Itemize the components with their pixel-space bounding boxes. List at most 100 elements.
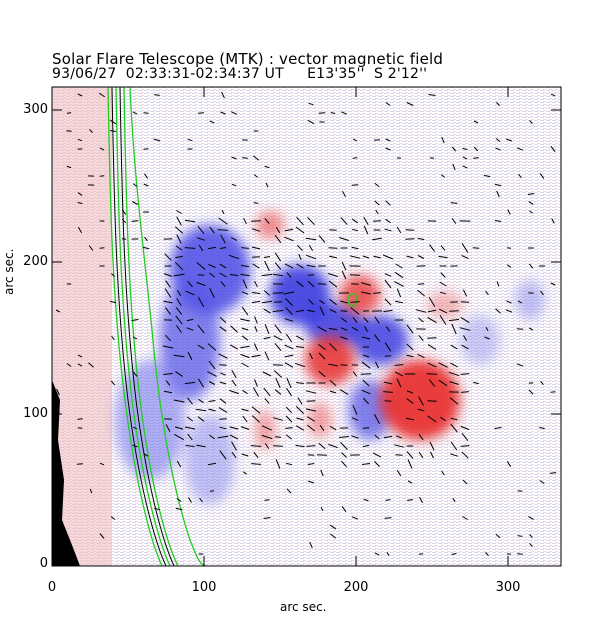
vector-tick xyxy=(528,201,534,205)
vector-tick xyxy=(251,246,261,250)
vector-tick xyxy=(186,318,194,322)
vector-tick xyxy=(163,300,173,304)
vector-tick xyxy=(261,434,273,440)
vector-tick xyxy=(341,460,347,468)
vector-tick xyxy=(484,336,490,340)
vector-tick xyxy=(460,425,470,431)
vector-tick xyxy=(243,217,247,225)
vector-tick xyxy=(473,381,479,385)
vector-tick xyxy=(438,379,448,387)
vector-tick xyxy=(264,398,270,404)
vector-tick xyxy=(462,516,468,520)
vector-tick xyxy=(306,400,316,402)
vector-tick xyxy=(352,316,358,324)
vector-tick xyxy=(163,273,173,277)
vector-tick xyxy=(207,462,217,466)
vector-tick xyxy=(550,145,556,153)
vector-tick xyxy=(176,498,182,502)
vector-tick xyxy=(516,363,524,367)
vector-tick xyxy=(285,434,293,440)
vector-tick xyxy=(341,270,347,280)
vector-tick xyxy=(308,480,314,484)
vector-tick xyxy=(362,354,370,358)
vector-tick xyxy=(320,507,324,511)
vector-tick xyxy=(362,444,370,448)
vector-tick xyxy=(351,283,359,285)
vector-tick xyxy=(111,335,115,341)
vector-tick xyxy=(362,397,370,405)
vector-tick xyxy=(417,255,425,259)
vector-tick xyxy=(462,165,468,169)
vector-tick xyxy=(89,488,93,494)
contour-lines xyxy=(107,87,358,566)
vector-tick xyxy=(418,451,424,459)
vector-tick xyxy=(439,291,447,295)
vector-tick xyxy=(505,309,513,313)
vector-tick xyxy=(540,380,544,386)
vector-tick xyxy=(174,226,184,234)
limb-lines xyxy=(111,87,175,566)
vector-tick xyxy=(231,183,237,187)
vector-tick xyxy=(187,433,193,441)
vector-tick xyxy=(450,441,458,451)
vector-tick xyxy=(230,325,238,333)
figure-title: Solar Flare Telescope (MTK) : vector mag… xyxy=(52,50,444,68)
vector-tick xyxy=(373,255,381,259)
vector-tick xyxy=(243,471,247,475)
vector-tick xyxy=(196,262,206,270)
vector-tick xyxy=(506,300,512,304)
vector-tick xyxy=(440,245,446,251)
vector-tick xyxy=(274,262,282,270)
vector-tick xyxy=(275,459,281,469)
vector-tick xyxy=(231,441,237,451)
vector-tick xyxy=(77,93,83,97)
vector-tick xyxy=(217,229,229,231)
vector-tick xyxy=(264,218,270,224)
vector-tick xyxy=(327,363,339,367)
vector-tick xyxy=(262,371,272,377)
vector-tick xyxy=(295,444,305,448)
vector-tick xyxy=(342,190,346,198)
vector-tick xyxy=(88,245,94,251)
vector-tick xyxy=(220,372,226,376)
vector-tick xyxy=(175,315,183,325)
vector-tick xyxy=(440,416,446,422)
vector-tick xyxy=(395,435,403,439)
vector-tick xyxy=(329,309,337,313)
vector-tick xyxy=(340,217,348,225)
vector-tick xyxy=(494,220,502,222)
vector-tick xyxy=(296,280,304,288)
vector-tick xyxy=(386,552,390,556)
vector-tick xyxy=(494,183,502,187)
vector-tick xyxy=(198,398,204,404)
vector-tick xyxy=(328,280,338,288)
vector-tick xyxy=(143,112,149,114)
vector-tick xyxy=(99,462,105,466)
vector-tick xyxy=(320,469,324,477)
vector-tick xyxy=(396,378,402,388)
vector-tick xyxy=(263,517,271,519)
vector-tick xyxy=(187,351,193,361)
vector-tick xyxy=(286,387,292,397)
vector-tick xyxy=(308,245,314,251)
vector-tick xyxy=(252,387,260,397)
vector-tick xyxy=(305,390,317,394)
vector-tick xyxy=(485,552,489,556)
vector-tick xyxy=(517,300,523,304)
vector-tick xyxy=(384,228,392,232)
vector-tick xyxy=(230,111,238,115)
vector-tick xyxy=(176,298,182,306)
vector-tick xyxy=(110,380,116,386)
vector-tick xyxy=(350,301,360,303)
vector-tick xyxy=(384,517,392,519)
vector-tick xyxy=(483,174,491,178)
vector-tick xyxy=(209,272,215,278)
vector-tick xyxy=(451,553,457,555)
vector-tick xyxy=(528,263,534,269)
vector-tick xyxy=(209,287,215,299)
vector-tick xyxy=(460,445,470,447)
vector-tick xyxy=(252,263,260,269)
vector-tick xyxy=(196,444,206,448)
vector-tick xyxy=(143,183,149,187)
